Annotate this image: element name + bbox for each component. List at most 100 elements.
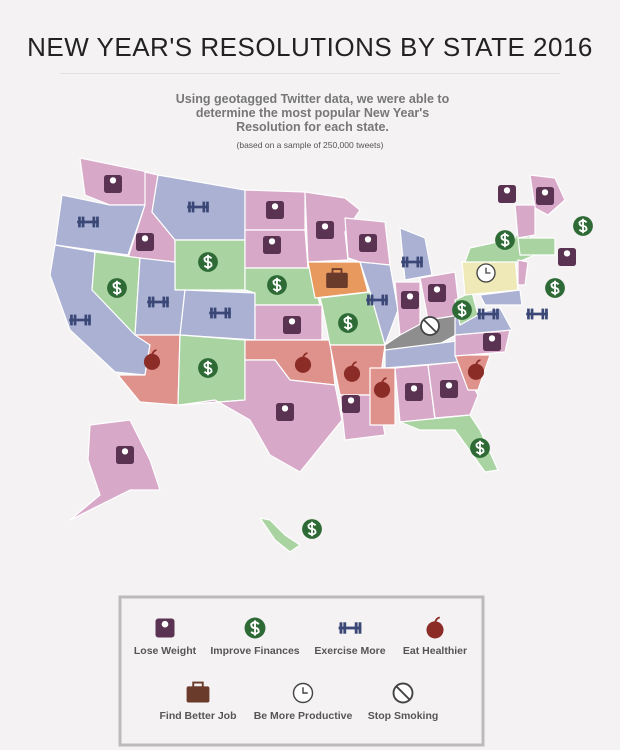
icon-part — [302, 352, 308, 358]
icon-part — [206, 201, 209, 213]
icon-w — [359, 234, 377, 252]
icon-part — [88, 314, 91, 326]
icon-part — [272, 277, 282, 293]
divider — [60, 73, 560, 74]
icon-part — [281, 405, 289, 412]
icon-part — [188, 201, 191, 213]
icon-part — [288, 318, 296, 325]
icon-part — [541, 189, 549, 196]
icon-w — [428, 284, 446, 302]
icon-f — [198, 252, 218, 272]
icon-part — [578, 218, 588, 234]
icon-part — [316, 221, 334, 239]
icon-part — [276, 403, 294, 421]
icon-part — [203, 254, 213, 270]
icon-part — [536, 187, 554, 205]
icon-part — [203, 360, 213, 376]
icon-h — [467, 359, 485, 380]
icon-part — [428, 284, 446, 302]
icon-part — [401, 260, 423, 264]
state — [179, 289, 256, 341]
icon-w — [283, 316, 301, 334]
icon-part — [116, 446, 134, 464]
icon-part — [104, 175, 122, 193]
icon-part — [558, 248, 576, 266]
icon-w — [136, 233, 154, 251]
icon-part — [187, 205, 209, 209]
icon-part — [147, 300, 169, 304]
icon-part — [347, 397, 355, 404]
icon-e — [526, 308, 548, 320]
icon-part — [109, 177, 117, 184]
icon-e — [77, 216, 99, 228]
icon-f — [495, 230, 515, 250]
icon-part — [381, 294, 385, 306]
icon-part — [483, 333, 501, 351]
icon-e — [147, 296, 169, 308]
icon-part — [366, 298, 388, 302]
state — [517, 259, 529, 286]
icon-part — [210, 307, 213, 319]
icon-f — [452, 300, 472, 320]
icon-w — [104, 175, 122, 193]
icon-s — [420, 316, 440, 336]
state — [517, 237, 556, 256]
icon-w — [483, 333, 501, 351]
icon-part — [268, 238, 276, 245]
icon-part — [405, 383, 423, 401]
state — [69, 419, 161, 521]
icon-part — [445, 382, 453, 389]
icon-part — [326, 272, 348, 288]
icon-part — [143, 353, 161, 370]
icon-part — [503, 187, 511, 194]
icon-part — [550, 280, 560, 296]
icon-part — [70, 314, 73, 326]
icon-part — [213, 307, 217, 319]
icon-e — [401, 256, 423, 268]
icon-p — [292, 682, 314, 704]
icon-f — [107, 278, 127, 298]
icon-part — [343, 365, 361, 382]
legend-label: Lose Weight — [134, 645, 197, 657]
icon-f — [470, 438, 490, 458]
icon-part — [338, 626, 362, 630]
icon-part — [475, 359, 481, 365]
icon-part — [92, 216, 96, 228]
legend-label: Eat Healthier — [403, 645, 467, 657]
icon-part — [416, 256, 420, 268]
icon-part — [563, 250, 571, 257]
icon-part — [166, 296, 169, 308]
state — [399, 227, 433, 281]
icon-part — [381, 377, 387, 383]
icon-part — [541, 308, 545, 320]
icon-part — [192, 681, 204, 689]
icon-part — [191, 201, 195, 213]
icon-part — [367, 294, 370, 306]
icon-e — [69, 314, 91, 326]
icon-w — [536, 187, 554, 205]
icon-part — [405, 256, 409, 268]
legend-label: Be More Productive — [254, 710, 353, 722]
icon-part — [294, 356, 312, 373]
icon-part — [498, 185, 516, 203]
icon-part — [527, 308, 530, 320]
icon-part — [500, 232, 510, 248]
icon-part — [271, 203, 279, 210]
icon-part — [359, 234, 377, 252]
icon-f — [573, 216, 593, 236]
icon-f — [302, 519, 322, 539]
icon-part — [161, 620, 169, 628]
icon-w — [263, 236, 281, 254]
icon-part — [433, 286, 441, 293]
icon-part — [420, 256, 423, 268]
icon-part — [121, 448, 129, 455]
icon-h — [294, 352, 312, 373]
icon-part — [478, 308, 481, 320]
icon-part — [321, 223, 329, 230]
icon-f — [545, 278, 565, 298]
state — [259, 517, 301, 553]
icon-part — [69, 318, 91, 322]
icon-part — [151, 349, 157, 355]
icon-w — [276, 403, 294, 421]
icon-part — [475, 440, 485, 456]
